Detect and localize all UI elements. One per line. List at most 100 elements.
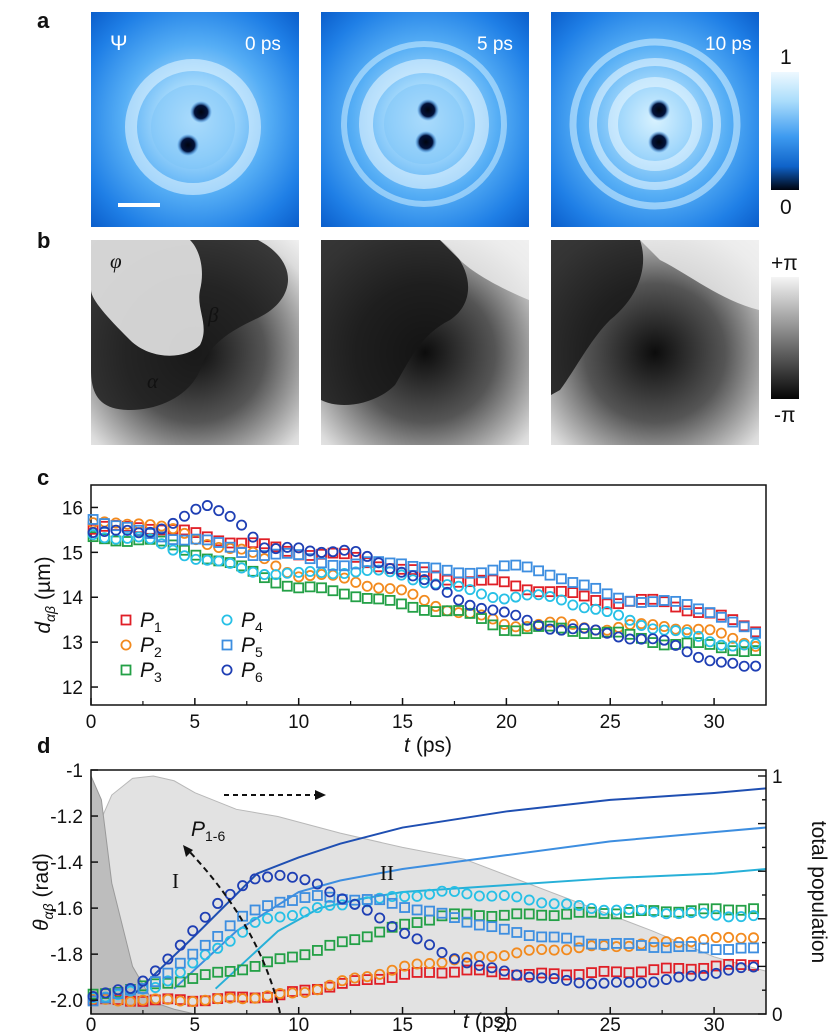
data-point [178,527,190,539]
data-point [144,526,156,538]
y-axis-title: θαβ (rad) [30,853,56,931]
data-point [137,994,149,1006]
data-point [486,962,498,974]
data-point [635,940,647,951]
data-point [190,503,202,515]
data-point [647,593,659,605]
data-point [190,527,202,538]
data-point [338,588,350,600]
data-point [611,937,622,949]
data-point [87,995,99,1007]
data-point [698,962,710,974]
data-point [624,595,636,607]
data-point [411,933,423,945]
data-point [213,555,225,567]
data-point [174,995,186,1007]
data-point [635,966,647,978]
data-point [548,968,560,980]
data-point [544,569,556,581]
data-point [201,534,213,546]
data-point [498,909,510,921]
data-point [327,559,339,571]
data-point [236,547,247,558]
data-point [561,908,573,920]
data-point [187,996,199,1008]
panel-b-label: b [37,228,50,253]
data-point [311,878,323,890]
data-point [573,906,585,918]
data-point [224,965,236,977]
data-point [137,983,149,994]
data-point [660,942,672,954]
data-point [635,619,647,631]
data-point [561,944,573,956]
data-point [133,527,145,539]
data-point [613,592,624,604]
data-point [567,599,579,611]
data-point [361,904,373,916]
data-point [453,567,465,579]
data-point [449,912,460,923]
data-point [536,931,548,943]
panel-c-label: c [37,465,49,490]
data-point [349,934,361,946]
data-point [316,557,327,569]
data-point [533,589,545,601]
data-point [149,976,161,988]
data-point [336,893,348,905]
data-point [361,931,373,943]
data-point [162,967,174,979]
data-point [281,567,293,579]
data-point [698,942,710,954]
data-point [578,628,590,640]
x-tick-label: 5 [190,712,201,733]
data-point [476,613,487,624]
series-P4 [87,885,760,1004]
data-point [635,593,647,605]
data-point [99,518,110,529]
x-axis-title-unit: (ps) [475,1010,511,1032]
data-point [704,655,716,667]
data-point [338,572,350,584]
data-point [567,623,579,635]
data-point [258,553,270,565]
legend-label: P4 [241,609,263,635]
data-point [473,964,485,976]
data-point [441,579,453,591]
data-point [511,969,523,981]
data-point [87,526,99,538]
data-point [167,544,179,556]
data-point [464,567,476,579]
x-tick-label: 10 [288,712,309,733]
vortex-core [648,131,670,153]
data-point [487,613,499,625]
data-point [411,917,423,928]
data-point [723,958,735,970]
data-point [448,886,460,898]
data-point [237,926,249,938]
y-tick-label: 13 [62,633,83,654]
data-point [735,962,747,974]
data-point [441,605,453,617]
phase-frame-0ps: φ β α [91,240,299,445]
data-point [510,591,522,603]
data-point [586,978,598,990]
data-point [236,562,248,574]
data-point [287,895,298,906]
data-point [461,916,473,928]
data-point [448,953,460,965]
data-point [573,935,585,947]
data-point [511,927,523,938]
data-point [407,570,419,582]
data-point [727,616,739,628]
data-point [386,964,398,976]
data-point [311,902,323,914]
data-point [647,619,659,631]
data-point [349,894,361,906]
x-tick-label: 10 [288,1015,309,1032]
data-point [590,595,602,606]
data-point [715,611,727,623]
data-point [660,908,672,920]
data-point [710,944,722,956]
data-point [187,973,199,984]
